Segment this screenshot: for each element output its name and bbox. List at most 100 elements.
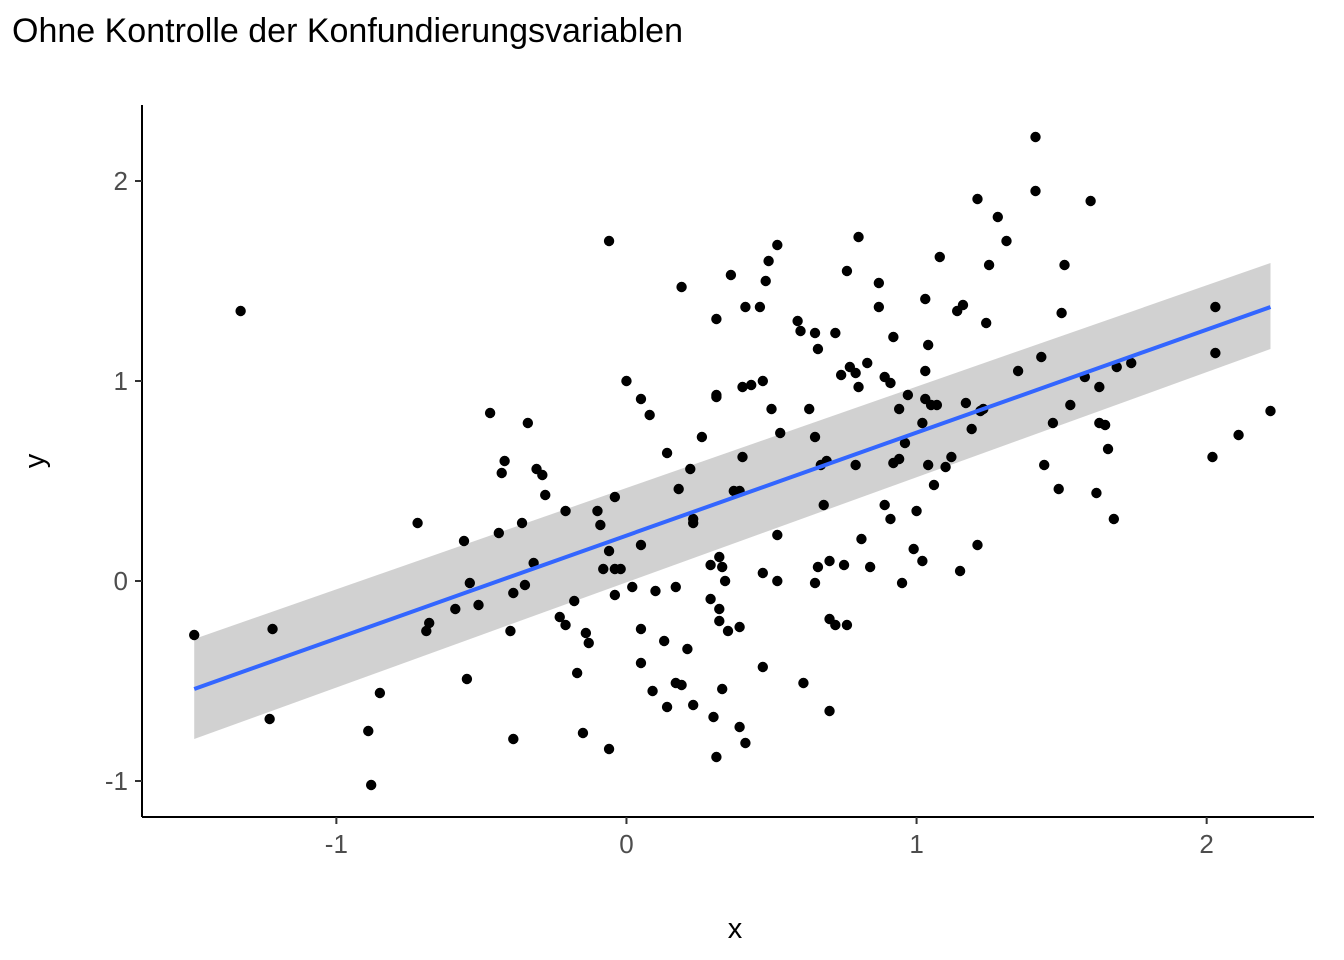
data-point — [792, 315, 803, 327]
data-point — [682, 643, 693, 655]
data-point — [856, 533, 867, 545]
data-point — [1039, 459, 1050, 471]
y-tick-label: 1 — [114, 366, 128, 396]
data-point — [885, 513, 896, 525]
data-point — [583, 637, 594, 649]
data-point — [505, 625, 516, 637]
data-point — [850, 367, 861, 379]
data-point — [772, 575, 783, 587]
y-tick-label: 0 — [114, 566, 128, 596]
data-point — [1207, 451, 1218, 463]
data-point — [519, 579, 531, 591]
data-point — [595, 519, 606, 531]
data-point — [461, 673, 473, 685]
data-point — [711, 389, 722, 401]
data-point — [841, 619, 853, 631]
data-point — [658, 635, 670, 647]
data-point — [983, 259, 995, 271]
data-point — [603, 235, 615, 247]
data-point — [363, 725, 374, 737]
data-point — [421, 625, 432, 637]
data-point — [716, 683, 728, 695]
data-point — [714, 615, 725, 627]
data-point — [708, 711, 719, 723]
data-point — [711, 313, 722, 325]
data-point — [818, 499, 829, 511]
data-point — [725, 269, 737, 281]
data-point — [464, 577, 476, 589]
data-point — [635, 623, 647, 635]
data-point — [687, 513, 699, 525]
data-point — [893, 453, 905, 465]
data-point — [885, 377, 896, 389]
x-tick-label: 1 — [909, 829, 923, 859]
data-point — [644, 409, 655, 421]
data-point — [1053, 483, 1064, 495]
data-point — [804, 403, 815, 415]
data-point — [812, 343, 824, 355]
data-point — [1091, 487, 1102, 499]
data-point — [757, 567, 769, 579]
data-point — [850, 459, 861, 471]
data-point — [1108, 513, 1120, 525]
data-point — [757, 375, 769, 387]
data-point — [714, 551, 725, 563]
data-point — [830, 619, 841, 631]
data-point — [1030, 185, 1041, 197]
data-point — [766, 403, 777, 415]
data-point — [902, 389, 914, 401]
data-point — [554, 611, 565, 623]
data-point — [980, 317, 992, 329]
data-point — [661, 701, 673, 713]
data-point — [893, 403, 905, 415]
data-point — [957, 299, 969, 311]
data-point — [635, 657, 647, 669]
y-tick-label: 2 — [114, 166, 128, 196]
data-point — [812, 561, 824, 573]
data-point — [922, 339, 934, 351]
data-point — [972, 193, 983, 205]
data-point — [992, 211, 1003, 223]
data-point — [676, 281, 687, 293]
data-point — [560, 619, 571, 631]
data-point — [1099, 419, 1111, 431]
data-point — [972, 539, 983, 551]
data-point — [508, 587, 519, 599]
data-point — [1265, 405, 1276, 417]
data-point — [760, 275, 771, 287]
data-point — [496, 467, 507, 479]
data-point — [809, 431, 821, 443]
data-point — [757, 661, 769, 673]
data-point — [719, 575, 731, 587]
data-point — [1210, 347, 1221, 359]
data-point — [1102, 443, 1114, 455]
data-point — [862, 357, 873, 369]
data-point — [687, 699, 699, 711]
data-point — [423, 617, 435, 629]
data-point — [540, 489, 551, 501]
data-point — [670, 581, 681, 593]
data-point — [873, 277, 885, 289]
x-tick-label: 2 — [1199, 829, 1213, 859]
data-point — [493, 527, 505, 539]
data-point — [798, 677, 809, 689]
data-point — [374, 687, 386, 699]
y-axis-title: y — [19, 453, 51, 468]
data-point — [931, 399, 943, 411]
data-point — [577, 727, 589, 739]
data-point — [824, 555, 835, 567]
data-point — [508, 733, 519, 745]
data-point — [450, 603, 461, 615]
data-point — [615, 563, 626, 575]
data-point — [598, 563, 609, 575]
data-point — [627, 581, 638, 593]
data-point — [560, 505, 571, 517]
data-point — [1030, 131, 1041, 143]
data-point — [603, 743, 615, 755]
data-point — [737, 451, 748, 463]
data-point — [946, 451, 957, 463]
data-point — [571, 667, 583, 679]
data-point — [809, 577, 821, 589]
x-tick-label: 0 — [619, 829, 633, 859]
data-point — [841, 265, 853, 277]
